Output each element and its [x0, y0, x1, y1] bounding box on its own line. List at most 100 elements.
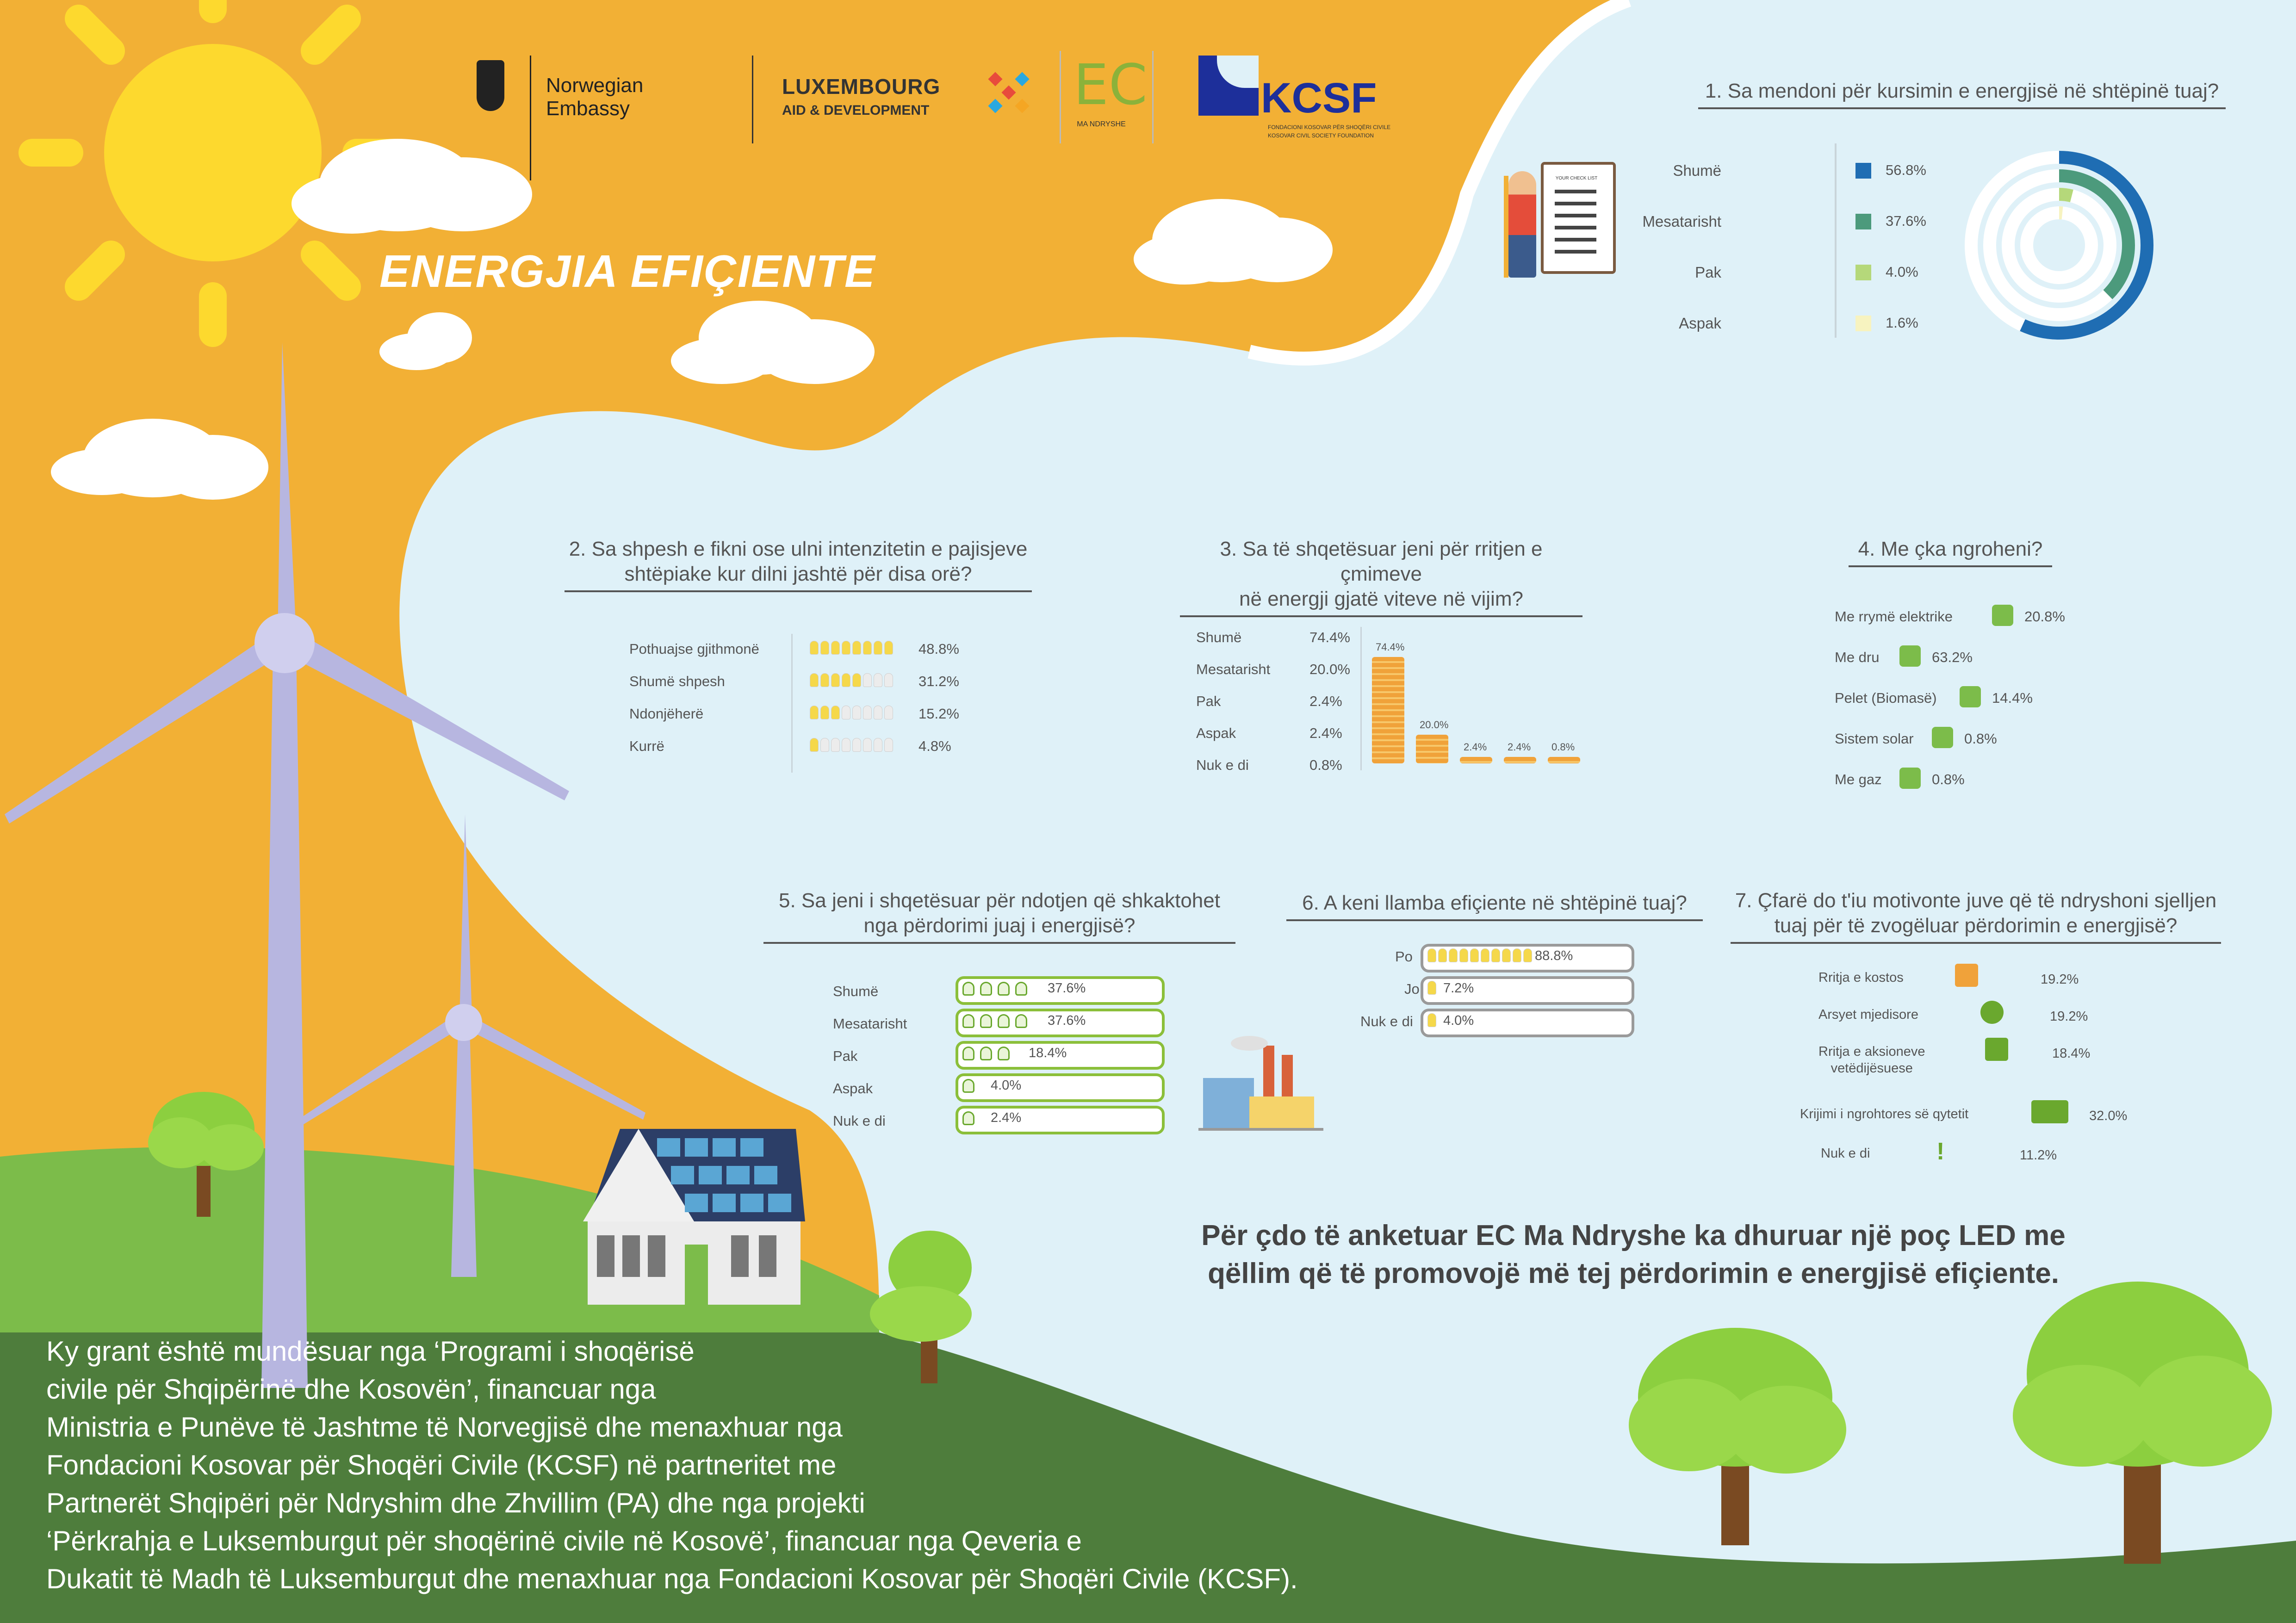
q5-bar-row [962, 1111, 980, 1125]
q3-value-label: 20.0% [1309, 661, 1350, 677]
q3-axis [1360, 627, 1362, 770]
lightbulb-icon [980, 982, 992, 996]
bulb-icon [1523, 948, 1532, 962]
q4-category-label: Me rrymë elektrike [1835, 608, 1953, 625]
q3-bar-label: 0.8% [1551, 741, 1575, 753]
kcsf-logo-text: KCSF [1261, 74, 1377, 122]
lightbulb-icon [998, 982, 1010, 996]
bulb-icon [842, 673, 850, 687]
q3-value-label: 74.4% [1309, 629, 1350, 645]
q7-category-label: Rritja e kostos [1818, 969, 1904, 986]
sun-icon [19, 0, 407, 347]
q3-coin-stack [1372, 657, 1404, 763]
q5-value-label: 37.6% [1048, 981, 1086, 996]
bulb-icon [831, 673, 840, 687]
lightbulb-icon [962, 1111, 974, 1125]
q7-value-label: 19.2% [2050, 1009, 2088, 1024]
q5-value-label: 18.4% [1029, 1046, 1067, 1060]
norway-logo: Norwegian Embassy [477, 56, 708, 180]
bulb-icon [1427, 981, 1436, 995]
bulb-icon [1449, 948, 1458, 962]
q2-bar-row [810, 673, 895, 687]
q7-category-line1: Nuk e di [1821, 1146, 1870, 1161]
grant-line-3: Ministria e Punëve të Jashtme të Norvegj… [46, 1412, 843, 1443]
q3-category-label: Aspak [1196, 725, 1236, 741]
q7-title-line1: 7. Çfarë do t'iu motivonte juve që të nd… [1735, 889, 2217, 912]
lightbulb-icon [998, 1047, 1010, 1060]
checklist-lines [1555, 190, 1596, 254]
bulb-icon [820, 641, 829, 655]
q1-category-label: Shumë [1673, 162, 1721, 179]
bulb-icon [820, 673, 829, 687]
q1-legend-axis [1835, 143, 1837, 338]
q7-category-line2: vetëdijësuese [1831, 1061, 1913, 1076]
gas-flame-icon [1899, 768, 1921, 789]
bulb-icon [810, 641, 819, 655]
growth-chart-icon [1955, 964, 1978, 987]
q3-category-label: Shumë [1196, 629, 1242, 645]
q3-coin-stack [1548, 757, 1580, 763]
q1-legend-swatch [1855, 214, 1871, 229]
clouds [51, 139, 1333, 500]
lightbulb-icon [998, 1014, 1010, 1028]
luxembourg-logo-subtext: AID & DEVELOPMENT [782, 103, 930, 118]
q1-value-label: 56.8% [1886, 162, 1926, 178]
q7-category-line1: Rritja e aksioneve [1818, 1044, 1925, 1059]
wind-turbine-large [5, 342, 569, 1388]
bulb-icon [863, 738, 872, 752]
bulb-icon [1427, 1013, 1436, 1027]
bulb-icon [852, 706, 861, 719]
q6-bar-row [1427, 981, 1438, 995]
logo-divider [1152, 51, 1154, 143]
bulb-icon [820, 738, 829, 752]
q2-axis [791, 634, 793, 773]
q2-category-label: Ndonjëherë [629, 706, 704, 722]
lightbulb-icon [1015, 1014, 1027, 1028]
bulb-icon [863, 673, 872, 687]
q3-category-label: Mesatarisht [1196, 661, 1271, 677]
q5-bar-row [962, 1079, 980, 1093]
q6-bar-row [1427, 1013, 1438, 1027]
q3-bar-label: 2.4% [1464, 741, 1487, 753]
q1-legend-swatch [1855, 163, 1871, 179]
q7-title-line2: tuaj për të zvogëluar përdorimin e energ… [1774, 914, 2178, 937]
q5-value-label: 4.0% [991, 1078, 1022, 1093]
q5-title-line2: nga përdorimi juaj i energjisë? [863, 914, 1136, 937]
q5-bar-row [962, 1047, 1015, 1060]
q1-ring-3 [2002, 188, 2116, 303]
lightbulb-icon [962, 1079, 974, 1093]
q1-ring-2 [1983, 169, 2135, 321]
q2-value-label: 31.2% [918, 673, 959, 689]
q4-value-label: 0.8% [1932, 771, 1965, 787]
q5-bar-frame [956, 1073, 1165, 1102]
solar-panel-icon [1932, 727, 1953, 748]
q4-title: 4. Me çka ngroheni? [1849, 537, 2052, 567]
grant-line-2: civile për Shqipërinë dhe Kosovën’, fina… [46, 1374, 656, 1405]
globe-icon [1980, 1001, 2004, 1024]
q3-category-label: Pak [1196, 693, 1221, 709]
kcsf-logo: KCSF FONDACIONI KOSOVAR PËR SHOQËRI CIVI… [1198, 56, 1411, 148]
q2-category-label: Shumë shpesh [629, 673, 725, 689]
bulb-icon [874, 641, 882, 655]
factory-icon [1198, 1036, 1323, 1131]
exclamation-glyph: ! [1936, 1138, 1945, 1165]
logo-divider [530, 56, 531, 180]
pellet-leaf-icon [1960, 686, 1981, 707]
q3-title-line1: 3. Sa të shqetësuar jeni për rritjen e ç… [1220, 538, 1543, 585]
q2-bar-row [810, 641, 895, 655]
bulb-icon [884, 706, 893, 719]
q7-category-label: Krijimi i ngrohtores së qytetit [1800, 1106, 1968, 1122]
bulb-icon [1470, 948, 1479, 962]
lightbulb-icon [962, 1014, 974, 1028]
lightbulb-icon [980, 1047, 992, 1060]
bulb-icon [1481, 948, 1489, 962]
kcsf-logo-subtext-2: KOSOVAR CIVIL SOCIETY FOUNDATION [1268, 132, 1374, 139]
bulb-icon [842, 641, 850, 655]
clipboard-heading: YOUR CHECK LIST [1555, 176, 1598, 181]
q5-value-label: 37.6% [1048, 1013, 1086, 1028]
bulb-icon [820, 706, 829, 719]
q1-value-label: 37.6% [1886, 213, 1926, 229]
q5-value-label: 2.4% [991, 1110, 1022, 1125]
q1-legend-swatch [1855, 316, 1871, 331]
